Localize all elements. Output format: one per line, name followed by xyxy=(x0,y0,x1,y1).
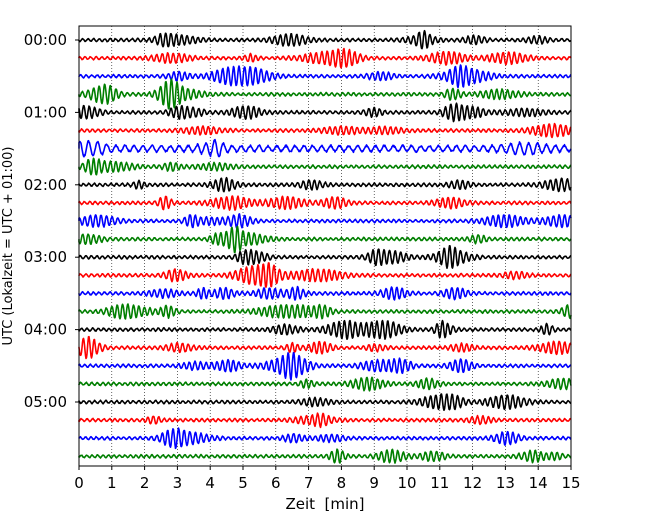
trace-0500 xyxy=(78,393,572,412)
x-tick-label-6: 6 xyxy=(271,474,281,492)
y-tick-label-02:00: 02:00 xyxy=(24,176,67,194)
trace-0400 xyxy=(78,319,572,341)
trace-0430 xyxy=(78,351,572,381)
y-tick-label-03:00: 03:00 xyxy=(24,248,67,266)
plot-frame xyxy=(78,25,572,467)
x-tick-label-1: 1 xyxy=(107,474,117,492)
trace-0115 xyxy=(78,122,572,139)
trace-0215 xyxy=(78,195,572,211)
trace-0015 xyxy=(78,47,572,69)
trace-0245 xyxy=(78,225,572,254)
trace-0230 xyxy=(78,213,572,229)
seismic-traces xyxy=(78,29,572,464)
trace-0200 xyxy=(78,176,572,193)
x-tick-label-12: 12 xyxy=(463,474,482,492)
trace-0530 xyxy=(78,427,572,450)
y-tick-label-01:00: 01:00 xyxy=(24,103,67,121)
x-tick-label-9: 9 xyxy=(369,474,379,492)
y-tick-label-04:00: 04:00 xyxy=(24,321,67,339)
y-tick-label-05:00: 05:00 xyxy=(24,393,67,411)
trace-0330 xyxy=(78,285,572,301)
x-tick-label-0: 0 xyxy=(74,474,84,492)
y-axis-title: UTC (Lokalzeit = UTC + 01:00) xyxy=(1,147,16,346)
trace-0130 xyxy=(78,138,572,158)
trace-0145 xyxy=(78,157,572,176)
trace-0515 xyxy=(78,412,572,429)
trace-0445 xyxy=(78,376,572,392)
trace-0315 xyxy=(78,262,572,288)
trace-0030 xyxy=(78,64,572,89)
trace-0045 xyxy=(78,78,572,110)
x-tick-label-8: 8 xyxy=(337,474,347,492)
x-tick-label-14: 14 xyxy=(529,474,548,492)
trace-0100 xyxy=(78,102,572,123)
x-tick-label-7: 7 xyxy=(304,474,314,492)
grid-lines xyxy=(111,26,539,466)
x-tick-label-4: 4 xyxy=(205,474,215,492)
x-tick-label-13: 13 xyxy=(496,474,515,492)
trace-0345 xyxy=(78,303,572,320)
x-tick-label-10: 10 xyxy=(397,474,416,492)
trace-0545 xyxy=(78,448,572,464)
trace-0300 xyxy=(78,244,572,270)
y-tick-label-00:00: 00:00 xyxy=(24,31,67,49)
trace-0415 xyxy=(78,335,572,360)
x-axis-title: Zeit [min] xyxy=(285,495,364,513)
x-tick-label-5: 5 xyxy=(238,474,248,492)
x-tick-label-3: 3 xyxy=(173,474,183,492)
x-tick-label-15: 15 xyxy=(561,474,580,492)
x-axis: 0 1 2 3 4 5 6 7 8 9 10 11 12 13 14 15 xyxy=(74,466,581,492)
trace-0000 xyxy=(78,29,572,50)
x-tick-label-11: 11 xyxy=(430,474,449,492)
y-axis: 00:00 01:00 02:00 03:00 04:00 05:00 xyxy=(24,31,79,411)
x-tick-label-2: 2 xyxy=(140,474,150,492)
